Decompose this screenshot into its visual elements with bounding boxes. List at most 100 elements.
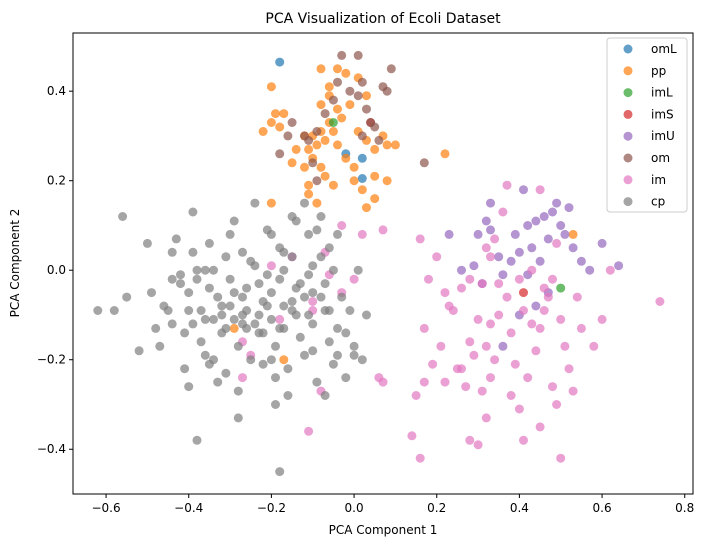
point-cp-33 bbox=[221, 368, 231, 378]
point-imU-3 bbox=[481, 216, 491, 226]
point-cp-95 bbox=[266, 229, 276, 239]
point-im-69 bbox=[477, 279, 487, 289]
point-pp-3 bbox=[275, 122, 285, 132]
point-cp-83 bbox=[345, 306, 355, 315]
point-cp-29 bbox=[213, 292, 223, 302]
point-pp-50 bbox=[279, 355, 289, 365]
x-tick-label: 0.0 bbox=[345, 501, 364, 515]
point-cp-36 bbox=[229, 288, 239, 298]
legend-marker-cp bbox=[623, 197, 633, 207]
point-om-1 bbox=[283, 131, 293, 141]
point-cp-104 bbox=[254, 310, 264, 320]
point-cp-112 bbox=[258, 328, 268, 338]
point-pp-52 bbox=[382, 176, 392, 186]
x-axis-ticks: −0.6 −0.4 −0.2 0.0 0.2 0.4 0.6 0.8 bbox=[91, 494, 694, 515]
point-im-59 bbox=[457, 283, 466, 293]
point-pp-37 bbox=[370, 171, 380, 181]
point-imU-10 bbox=[519, 185, 528, 195]
point-im-68 bbox=[572, 292, 582, 302]
point-om-6 bbox=[320, 109, 330, 119]
point-cp-63 bbox=[287, 252, 297, 262]
point-om-10 bbox=[345, 86, 355, 96]
point-cp-106 bbox=[279, 265, 289, 275]
point-pp-28 bbox=[337, 113, 347, 123]
point-cp-34 bbox=[225, 229, 235, 239]
x-tick-label: −0.4 bbox=[174, 501, 203, 515]
point-imU-32 bbox=[564, 203, 574, 213]
point-cp-69 bbox=[304, 270, 314, 280]
scatter-points bbox=[93, 50, 665, 477]
point-im-23 bbox=[494, 310, 504, 320]
point-im-35 bbox=[552, 238, 562, 248]
point-om-4 bbox=[308, 158, 318, 168]
point-om-15 bbox=[374, 135, 384, 145]
point-im-86 bbox=[378, 377, 388, 387]
legend-label-imS: imS bbox=[651, 107, 674, 121]
point-cp-90 bbox=[233, 413, 243, 423]
point-cp-108 bbox=[180, 328, 190, 338]
point-imU-25 bbox=[469, 261, 479, 271]
point-im-57 bbox=[490, 234, 500, 244]
point-cp-103 bbox=[295, 279, 305, 289]
point-im-31 bbox=[535, 323, 545, 333]
chart-title: PCA Visualization of Ecoli Dataset bbox=[265, 11, 501, 27]
point-om-8 bbox=[333, 77, 342, 87]
point-cp-56 bbox=[271, 373, 280, 383]
point-cp-122 bbox=[300, 292, 309, 302]
point-im-83 bbox=[266, 261, 276, 271]
point-cp-135 bbox=[287, 306, 297, 315]
point-imU-0 bbox=[444, 229, 454, 239]
point-im-21 bbox=[481, 341, 491, 351]
point-cp-79 bbox=[333, 229, 342, 239]
point-im-15 bbox=[465, 435, 475, 445]
point-om-18 bbox=[386, 64, 396, 74]
point-im-67 bbox=[539, 283, 549, 293]
point-cp-27 bbox=[209, 314, 218, 324]
point-om-13 bbox=[362, 104, 371, 114]
point-cp-87 bbox=[362, 310, 371, 320]
point-pp-16 bbox=[316, 162, 326, 172]
point-cp-53 bbox=[266, 288, 276, 298]
point-om-0 bbox=[275, 149, 285, 159]
point-im-54 bbox=[605, 265, 615, 275]
point-cp-15 bbox=[180, 364, 190, 374]
y-tick-label: 0.2 bbox=[47, 174, 66, 188]
point-cp-24 bbox=[200, 350, 210, 360]
point-im-63 bbox=[469, 350, 479, 360]
point-im-41 bbox=[556, 453, 566, 463]
point-pp-27 bbox=[333, 104, 342, 114]
point-imU-13 bbox=[531, 216, 541, 226]
point-cp-136 bbox=[304, 310, 314, 320]
point-im-34 bbox=[548, 274, 557, 284]
point-im-77 bbox=[238, 373, 247, 383]
point-cp-71 bbox=[308, 319, 318, 329]
point-im-28 bbox=[514, 404, 524, 414]
x-tick-label: −0.2 bbox=[257, 501, 286, 515]
legend-marker-imS bbox=[623, 109, 633, 119]
point-pp-53 bbox=[328, 180, 338, 190]
legend-label-pp: pp bbox=[651, 64, 666, 78]
point-cp-125 bbox=[341, 328, 351, 338]
point-cp-70 bbox=[308, 288, 318, 298]
point-im-78 bbox=[275, 314, 285, 324]
point-cp-35 bbox=[225, 274, 235, 284]
point-pp-13 bbox=[312, 140, 322, 150]
legend-marker-imU bbox=[623, 131, 633, 141]
y-axis-label: PCA Component 2 bbox=[8, 209, 22, 318]
point-pp-31 bbox=[370, 144, 380, 154]
point-pp-23 bbox=[341, 68, 351, 78]
point-cp-102 bbox=[320, 391, 330, 400]
point-cp-92 bbox=[167, 247, 177, 257]
point-cp-17 bbox=[184, 382, 194, 392]
point-pp-17 bbox=[320, 171, 330, 181]
legend-box bbox=[606, 37, 688, 213]
point-im-43 bbox=[519, 435, 528, 445]
y-tick-label: −0.2 bbox=[37, 353, 66, 367]
legend-label-imL: imL bbox=[651, 86, 673, 100]
point-im-64 bbox=[548, 382, 557, 392]
point-imU-24 bbox=[614, 261, 624, 271]
point-im-17 bbox=[481, 413, 491, 423]
point-pp-38 bbox=[357, 185, 367, 195]
point-cp-116 bbox=[184, 306, 194, 315]
point-im-60 bbox=[444, 301, 454, 311]
